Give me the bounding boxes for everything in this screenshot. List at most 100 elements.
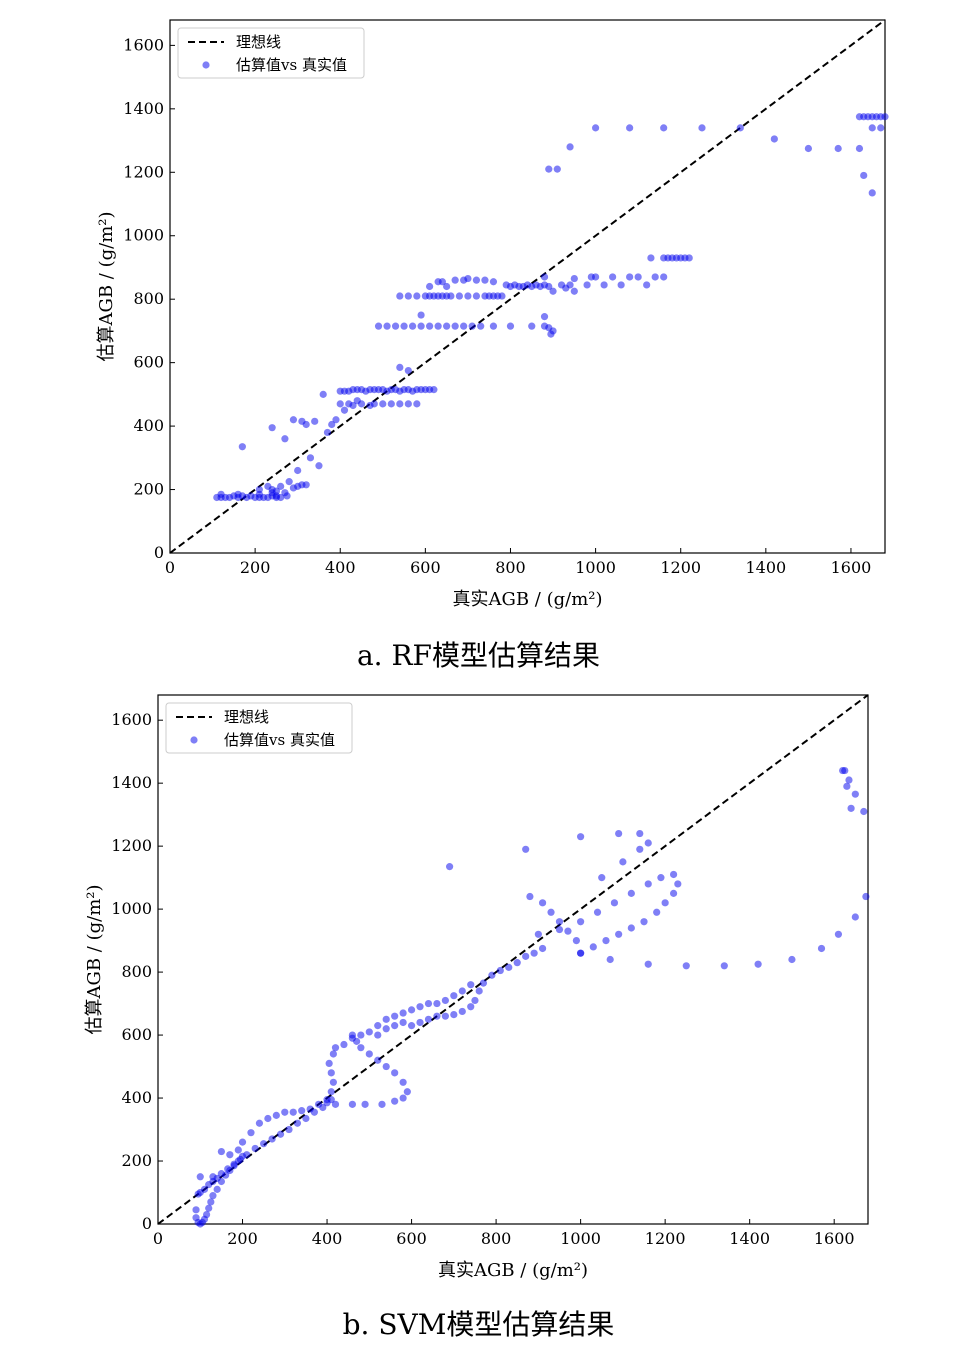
svm-data-point [450, 992, 458, 1000]
rf-x-tick-label: 200 [240, 558, 271, 577]
rf-data-point [306, 454, 315, 462]
rf-data-point [626, 273, 634, 281]
rf-data-point [430, 386, 438, 394]
svm-legend-box [165, 702, 353, 754]
svm-data-point [314, 1100, 323, 1108]
rf-data-point [396, 292, 404, 300]
svm-data-point [657, 874, 665, 882]
svm-data-point [391, 1022, 399, 1030]
svm-data-point [644, 880, 652, 888]
rf-data-point [464, 274, 472, 283]
rf-data-point [370, 400, 378, 408]
svm-data-point [399, 1094, 407, 1102]
svm-data-point [522, 845, 530, 853]
rf-data-point [336, 400, 344, 408]
rf-data-point [413, 292, 421, 300]
rf-data-point [328, 420, 336, 429]
rf-data-point [583, 281, 591, 289]
svm-data-point [234, 1146, 242, 1154]
rf-data-point [472, 276, 481, 284]
svm-data-point [754, 960, 762, 968]
svm-data-point [615, 829, 623, 838]
svm-data-point [467, 981, 475, 989]
rf-data-point [404, 400, 412, 408]
svm-y-tick-label: 400 [121, 1088, 152, 1107]
svm-data-point [636, 829, 644, 838]
svm-data-point [340, 1040, 348, 1049]
svm-data-point [302, 1114, 310, 1123]
rf-data-point [685, 254, 693, 262]
svm-data-point [285, 1125, 293, 1134]
rf-data-point [545, 165, 553, 173]
rf-data-point [489, 322, 498, 330]
svm-data-point [640, 918, 648, 926]
svm-data-point [382, 1025, 390, 1033]
rf-data-point [311, 417, 319, 425]
svm-data-point [534, 930, 542, 938]
svm-data-point [264, 1114, 272, 1123]
rf-data-point [340, 406, 349, 414]
svm-data-point [847, 804, 855, 812]
svm-data-point [424, 999, 433, 1008]
rf-data-point [277, 482, 285, 490]
svm-data-point [382, 1015, 390, 1023]
svm-legend-line-label: 理想线 [224, 708, 269, 726]
svm-data-point [298, 1107, 306, 1115]
rf-data-point [387, 400, 395, 408]
rf-data-point [404, 292, 412, 300]
rf-data-point [447, 292, 455, 300]
svm-data-point [323, 1096, 331, 1104]
svm-data-point [450, 1011, 458, 1019]
svm-data-point [682, 962, 690, 970]
rf-y-tick-label: 1000 [123, 226, 164, 245]
svm-data-point [834, 930, 843, 938]
svm-data-point [378, 1100, 386, 1108]
caption-rf: a. RF模型估算结果 [356, 639, 600, 672]
svm-data-point [205, 1204, 213, 1212]
svm-data-point [260, 1140, 268, 1148]
rf-data-point [481, 276, 489, 284]
rf-x-axis-label: 真实AGB / (g/m²) [452, 589, 602, 610]
svm-y-tick-label: 1000 [111, 899, 152, 918]
rf-data-point [600, 281, 608, 289]
rf-y-tick-label: 800 [133, 289, 164, 308]
svm-data-point [374, 1022, 382, 1030]
svm-x-tick-label: 1000 [560, 1229, 601, 1248]
rf-data-point [881, 113, 889, 121]
svm-data-point [399, 1009, 407, 1017]
rf-data-point [302, 420, 310, 429]
svm-data-point [505, 963, 513, 971]
svm-data-point [720, 962, 728, 970]
svm-data-point [610, 899, 619, 907]
rf-data-point [460, 322, 468, 330]
rf-data-point [553, 165, 561, 173]
rf-data-point [417, 322, 425, 330]
rf-data-point [272, 487, 280, 495]
svm-x-tick-label: 600 [396, 1229, 427, 1248]
svm-x-tick-label: 200 [227, 1229, 258, 1248]
svm-data-point [399, 1078, 407, 1086]
rf-data-point [234, 490, 242, 498]
svm-data-point [361, 1100, 369, 1108]
rf-data-point [498, 292, 506, 300]
svm-legend-point-label: 估算值vs 真实值 [224, 731, 335, 749]
rf-data-point [451, 276, 459, 284]
svm-data-point [845, 776, 853, 784]
rf-data-point [660, 273, 668, 281]
svm-data-point [860, 807, 868, 816]
svm-data-point [851, 913, 859, 921]
rf-data-point [698, 124, 706, 132]
rf-data-point [855, 144, 864, 153]
rf-x-tick-label: 1600 [831, 558, 872, 577]
rf-data-point [736, 124, 744, 132]
rf-data-point [477, 322, 485, 330]
svm-data-point [374, 1031, 382, 1039]
rf-data-point [834, 144, 842, 153]
svm-data-point [538, 899, 547, 907]
svm-data-point [327, 1069, 335, 1077]
svm-data-point [365, 1050, 373, 1058]
svm-data-point [357, 1031, 365, 1039]
rf-data-point [396, 400, 404, 408]
rf-data-point [434, 322, 442, 330]
svm-data-point [458, 1007, 466, 1016]
